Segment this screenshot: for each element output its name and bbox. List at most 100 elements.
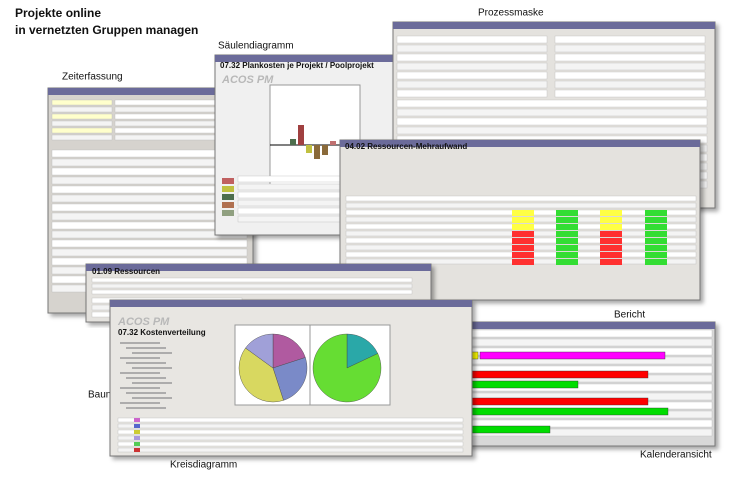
cell <box>556 210 578 216</box>
column <box>330 141 336 145</box>
cell <box>645 210 667 216</box>
pie-slice <box>272 333 306 369</box>
icon <box>134 430 140 434</box>
row <box>91 283 413 289</box>
label: Bericht <box>614 310 645 321</box>
cell <box>600 231 622 237</box>
cell <box>556 259 578 265</box>
cell <box>556 231 578 237</box>
cell <box>645 259 667 265</box>
row <box>51 106 113 113</box>
icon <box>134 424 140 428</box>
cell <box>600 224 622 230</box>
row <box>396 117 708 126</box>
row <box>396 62 548 71</box>
column <box>322 145 328 155</box>
pie-slice <box>312 333 382 403</box>
label: Zeiterfassung <box>62 72 123 83</box>
row <box>396 126 708 135</box>
column <box>306 145 312 153</box>
legend-swatch <box>222 210 234 216</box>
title-line: Projekte online <box>15 6 101 20</box>
row <box>51 239 248 248</box>
cell <box>556 245 578 251</box>
icon <box>134 448 140 452</box>
cell <box>645 252 667 258</box>
row <box>117 417 464 423</box>
cell <box>512 217 534 223</box>
cell <box>512 224 534 230</box>
panel-bar <box>393 22 715 29</box>
icon <box>134 436 140 440</box>
legend-swatch <box>222 178 234 184</box>
cell <box>645 238 667 244</box>
row <box>396 89 548 98</box>
pie-slice <box>245 333 274 369</box>
row <box>554 53 706 62</box>
panel-bar <box>48 88 253 95</box>
row <box>51 99 113 106</box>
cell <box>556 224 578 230</box>
row <box>396 80 548 89</box>
row <box>91 277 413 283</box>
row <box>396 53 548 62</box>
cell <box>645 245 667 251</box>
panel-bar <box>395 322 715 329</box>
label: Säulendiagramm <box>218 41 294 52</box>
row <box>396 35 548 44</box>
cell <box>556 217 578 223</box>
cell <box>645 231 667 237</box>
panel-title: 01.09 Ressourcen <box>92 267 160 276</box>
row <box>51 248 248 257</box>
label: Kalenderansicht <box>640 450 712 461</box>
row <box>117 423 464 429</box>
brand: ACOS PM <box>221 74 274 86</box>
title-line: in vernetzten Gruppen managen <box>15 23 198 37</box>
row <box>396 44 548 53</box>
calendar-bar <box>479 351 666 360</box>
row <box>51 134 113 141</box>
row <box>51 113 113 120</box>
panel-title: 07.32 Kostenverteilung <box>118 328 206 337</box>
row <box>554 89 706 98</box>
row <box>345 202 697 209</box>
legend-swatch <box>222 186 234 192</box>
panel-title: 04.02 Ressourcen-Mehraufwand <box>345 142 467 151</box>
panel-bar <box>110 300 472 307</box>
column <box>298 125 304 145</box>
cell <box>600 245 622 251</box>
cell <box>600 210 622 216</box>
screenshot: 04.02 Ressourcen-Mehraufwand <box>339 139 701 301</box>
icon <box>134 418 140 422</box>
row <box>554 80 706 89</box>
cell <box>600 217 622 223</box>
cell <box>556 252 578 258</box>
panel-bar <box>86 264 431 271</box>
row <box>554 35 706 44</box>
panel-bar <box>340 140 700 147</box>
pie-slice <box>238 347 284 403</box>
panel-bar <box>215 55 441 62</box>
row <box>396 99 708 108</box>
cell <box>600 238 622 244</box>
row <box>554 44 706 53</box>
legend-swatch <box>222 194 234 200</box>
icon <box>134 442 140 446</box>
row <box>91 289 413 295</box>
cell <box>512 210 534 216</box>
row <box>554 71 706 80</box>
row <box>117 435 464 441</box>
cell <box>600 252 622 258</box>
row <box>117 441 464 447</box>
row <box>396 71 548 80</box>
cell <box>645 217 667 223</box>
label: Prozessmaske <box>478 8 544 19</box>
cell <box>512 231 534 237</box>
panels: 07.32 Plankosten je Projekt / Poolprojek… <box>47 21 716 457</box>
pie-slice <box>272 357 308 401</box>
legend-swatch <box>222 202 234 208</box>
cell <box>512 245 534 251</box>
row <box>345 195 697 202</box>
